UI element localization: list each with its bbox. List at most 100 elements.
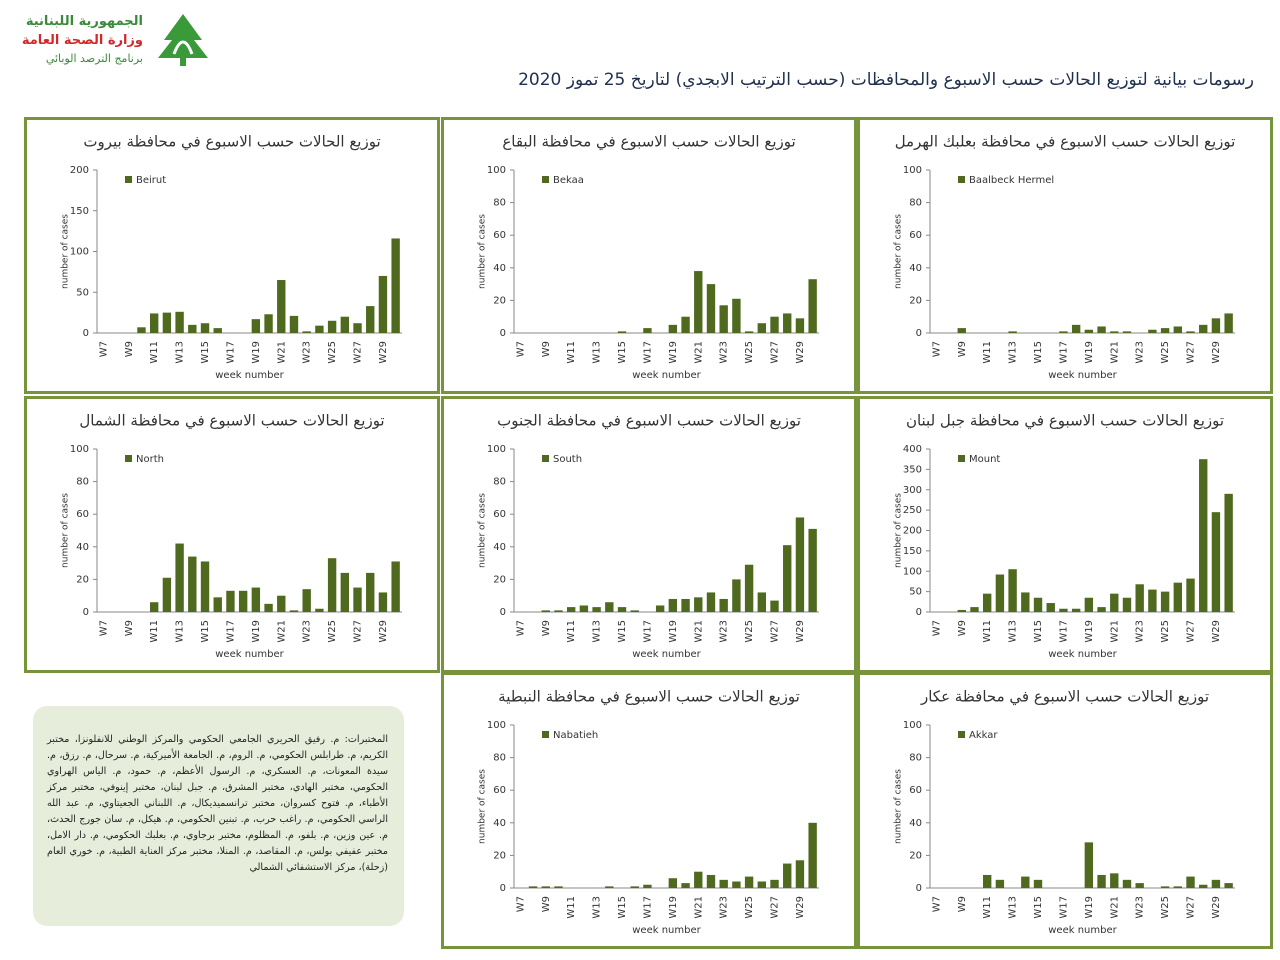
bar — [744, 331, 754, 333]
bar — [617, 607, 627, 612]
legend-swatch — [542, 455, 549, 462]
legend-label: North — [136, 454, 164, 465]
org-line: برنامج الترصد الوبائي — [45, 52, 143, 65]
bar — [1097, 326, 1106, 333]
bar — [340, 316, 350, 333]
x-tick-label: W29 — [1211, 896, 1222, 919]
bar — [1148, 589, 1157, 612]
bar — [732, 298, 741, 333]
x-tick-label: W19 — [251, 620, 262, 643]
bar — [1160, 591, 1170, 612]
bar — [592, 607, 601, 612]
x-axis-label: week number — [215, 370, 284, 381]
bar — [1084, 842, 1094, 888]
y-tick-label: 20 — [493, 574, 506, 585]
bar — [1224, 883, 1233, 888]
x-tick-label: W25 — [744, 620, 755, 643]
bar — [188, 556, 197, 612]
bar — [605, 886, 614, 888]
y-tick-label: 50 — [76, 287, 89, 298]
x-tick-label: W21 — [276, 620, 287, 643]
y-tick-label: 40 — [493, 818, 506, 829]
y-tick-label: 100 — [487, 444, 506, 455]
x-tick-label: W23 — [1135, 341, 1146, 364]
legend-label: Akkar — [969, 730, 998, 741]
bar — [1186, 331, 1195, 333]
x-axis-label: week number — [632, 370, 701, 381]
bar — [783, 545, 792, 612]
bar — [719, 305, 728, 333]
bar — [1224, 493, 1233, 612]
bar — [213, 328, 222, 333]
bar — [706, 592, 716, 612]
bar — [957, 328, 966, 333]
chart-panel: توزيع الحالات حسب الاسبوع في محافظة بيرو… — [24, 117, 440, 394]
bar — [1021, 876, 1030, 888]
bar — [643, 884, 652, 888]
y-axis-label: number of cases — [61, 493, 71, 568]
bar — [732, 881, 741, 888]
x-tick-label: W13 — [1008, 341, 1019, 364]
x-axis-label: week number — [1048, 370, 1117, 381]
legend-swatch — [125, 176, 132, 183]
bar — [175, 543, 184, 612]
x-tick-label: W7 — [515, 341, 526, 357]
bar — [1173, 582, 1183, 612]
x-tick-label: W25 — [327, 620, 338, 643]
y-axis-label: number of cases — [894, 493, 904, 568]
bar — [1122, 597, 1132, 612]
bar — [175, 311, 184, 333]
bar — [200, 561, 210, 612]
x-tick-label: W11 — [982, 620, 993, 643]
y-tick-label: 40 — [493, 263, 506, 274]
y-tick-label: 60 — [493, 785, 506, 796]
bar — [162, 577, 172, 612]
y-tick-label: 100 — [487, 720, 506, 731]
lab-note: المختبرات: م. رفيق الحريري الجامعي الحكو… — [33, 706, 404, 926]
bar — [528, 886, 538, 888]
x-tick-label: W7 — [931, 620, 942, 636]
bar — [668, 324, 678, 333]
x-tick-label: W29 — [795, 620, 806, 643]
bar — [668, 878, 678, 888]
y-tick-label: 20 — [909, 850, 922, 861]
legend-swatch — [542, 731, 549, 738]
bar — [694, 597, 703, 612]
bar — [315, 608, 324, 612]
x-tick-label: W7 — [515, 620, 526, 636]
x-tick-label: W29 — [1211, 620, 1222, 643]
legend-swatch — [958, 731, 965, 738]
x-tick-label: W23 — [1135, 896, 1146, 919]
org-line: وزارة الصحة العامة — [21, 33, 143, 48]
x-tick-label: W17 — [642, 341, 653, 364]
y-tick-label: 350 — [903, 464, 922, 475]
x-tick-label: W19 — [668, 620, 679, 643]
y-tick-label: 20 — [76, 574, 89, 585]
bar — [1059, 608, 1068, 612]
x-tick-label: W15 — [617, 341, 628, 364]
y-axis-label: number of cases — [61, 214, 71, 289]
bar — [630, 886, 639, 888]
bar — [1224, 313, 1233, 333]
bar — [353, 587, 362, 612]
x-tick-label: W21 — [1109, 620, 1120, 643]
x-tick-label: W21 — [1109, 341, 1120, 364]
x-tick-label: W7 — [515, 896, 526, 912]
bar — [315, 325, 324, 333]
bar — [277, 595, 286, 612]
x-tick-label: W7 — [98, 620, 109, 636]
x-tick-label: W9 — [541, 620, 552, 636]
bar — [1186, 876, 1195, 888]
bar — [1059, 331, 1068, 333]
y-tick-label: 100 — [903, 165, 922, 176]
bar — [744, 564, 754, 612]
bar — [681, 598, 690, 612]
chart: توزيع الحالات حسب الاسبوع في محافظة بعلب… — [894, 133, 1236, 382]
x-tick-label: W25 — [1160, 620, 1171, 643]
legend-label: Baalbeck Hermel — [969, 175, 1054, 186]
y-tick-label: 50 — [909, 587, 922, 598]
bar — [1071, 324, 1081, 333]
bar — [289, 610, 299, 612]
bar — [1008, 331, 1017, 333]
x-tick-label: W21 — [276, 341, 287, 364]
